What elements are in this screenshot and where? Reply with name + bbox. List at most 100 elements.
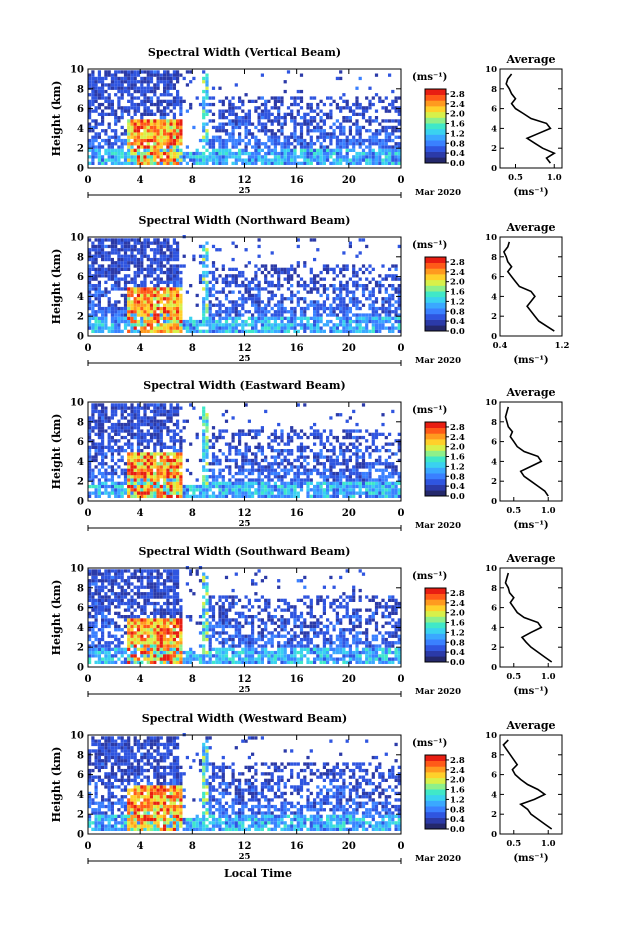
- heatmap-cell: [335, 458, 339, 463]
- heatmap-cell: [303, 481, 307, 485]
- heatmap-cell: [221, 323, 225, 327]
- heatmap-cell: [254, 155, 258, 159]
- heatmap-cell: [136, 293, 141, 298]
- heatmap-cell: [169, 287, 173, 291]
- heatmap-cell: [260, 445, 264, 449]
- heatmap-cell: [322, 112, 326, 116]
- heatmap-cell: [267, 488, 271, 492]
- heatmap-cell: [335, 478, 339, 482]
- heatmap-cell: [101, 264, 105, 268]
- heatmap-cell: [283, 277, 287, 281]
- heatmap-cell: [107, 442, 111, 446]
- heatmap-cell: [166, 238, 170, 242]
- heatmap-cell: [149, 287, 154, 291]
- heatmap-cell: [104, 293, 108, 298]
- heatmap-cell: [257, 306, 261, 311]
- heatmap-cell: [335, 475, 339, 479]
- heatmap-cell: [228, 326, 232, 330]
- heatmap-cell: [241, 468, 245, 472]
- heatmap-cell: [104, 267, 108, 271]
- heatmap-cell: [163, 481, 167, 485]
- heatmap-cell: [313, 442, 317, 446]
- colorbar-tick-label: 0.8: [450, 307, 465, 317]
- heatmap-cell: [309, 287, 313, 291]
- heatmap-cell: [224, 138, 229, 143]
- heatmap-cell: [267, 145, 271, 149]
- heatmap-cell: [374, 468, 379, 472]
- heatmap-cell: [94, 406, 98, 410]
- heatmap-cell: [107, 491, 111, 495]
- heatmap-cell: [146, 290, 150, 294]
- heatmap-cell: [303, 465, 307, 469]
- heatmap-cell: [352, 435, 356, 440]
- heatmap-cell: [202, 244, 206, 249]
- heatmap-cell: [273, 270, 277, 275]
- heatmap-cell: [140, 284, 144, 288]
- heatmap-cell: [299, 316, 304, 320]
- heatmap-cell: [146, 300, 150, 304]
- heatmap-cell: [329, 116, 333, 120]
- heatmap-cell: [326, 145, 330, 149]
- heatmap-cell: [127, 297, 131, 301]
- heatmap-cell: [378, 132, 382, 136]
- heatmap-cell: [120, 458, 124, 463]
- heatmap-cell: [143, 462, 147, 466]
- heatmap-cell: [352, 145, 356, 149]
- heatmap-cell: [329, 494, 333, 498]
- heatmap-cell: [293, 145, 297, 149]
- heatmap-cell: [202, 129, 206, 133]
- heatmap-cell: [352, 478, 356, 482]
- heatmap-cell: [316, 329, 320, 333]
- heatmap-cell: [136, 468, 141, 472]
- heatmap-cell: [299, 151, 304, 156]
- heatmap-cell: [91, 274, 95, 278]
- heatmap-cell: [394, 142, 398, 146]
- heatmap-cell: [140, 481, 144, 485]
- heatmap-cell: [238, 158, 242, 162]
- heatmap-cell: [316, 112, 320, 116]
- heatmap-cell: [234, 116, 238, 120]
- heatmap-cell: [88, 445, 92, 449]
- heatmap-cell: [283, 326, 287, 330]
- heatmap-cell: [257, 310, 261, 314]
- heatmap-cell: [166, 280, 170, 284]
- heatmap-cell: [159, 306, 163, 311]
- heatmap-cell: [107, 274, 111, 278]
- heatmap-cell: [169, 478, 173, 482]
- heatmap-cell: [273, 135, 277, 139]
- heatmap-cell: [241, 138, 245, 143]
- heatmap-cell: [153, 316, 157, 320]
- heatmap-cell: [241, 102, 245, 107]
- heatmap-cell: [224, 316, 229, 320]
- heatmap-cell: [391, 481, 395, 485]
- heatmap-cell: [335, 102, 339, 107]
- heatmap-cell: [133, 462, 137, 466]
- heatmap-cell: [384, 142, 388, 146]
- heatmap-cell: [185, 319, 189, 324]
- heatmap-cell: [313, 284, 317, 288]
- heatmap-cell: [332, 475, 336, 479]
- heatmap-cell: [88, 491, 92, 495]
- heatmap-cell: [368, 494, 372, 498]
- heatmap-cell: [107, 300, 111, 304]
- heatmap-cell: [94, 83, 98, 87]
- heatmap-cell: [163, 119, 167, 123]
- heatmap-cell: [136, 122, 141, 126]
- heatmap-cell: [316, 287, 320, 291]
- heatmap-cell: [166, 102, 170, 107]
- heatmap-cell: [153, 326, 157, 330]
- heatmap-cell: [352, 270, 356, 275]
- heatmap-cell: [339, 145, 343, 149]
- heatmap-cell: [309, 135, 313, 139]
- heatmap-cell: [374, 445, 379, 449]
- heatmap-cell: [286, 151, 291, 156]
- heatmap-cell: [159, 287, 163, 291]
- heatmap-cell: [176, 484, 180, 489]
- heatmap-cell: [251, 132, 255, 136]
- heatmap-cell: [202, 264, 206, 268]
- heatmap-cell: [110, 413, 114, 417]
- heatmap-cell: [296, 329, 300, 333]
- heatmap-cell: [313, 310, 317, 314]
- heatmap-cell: [215, 494, 219, 498]
- heatmap-cell: [306, 484, 310, 489]
